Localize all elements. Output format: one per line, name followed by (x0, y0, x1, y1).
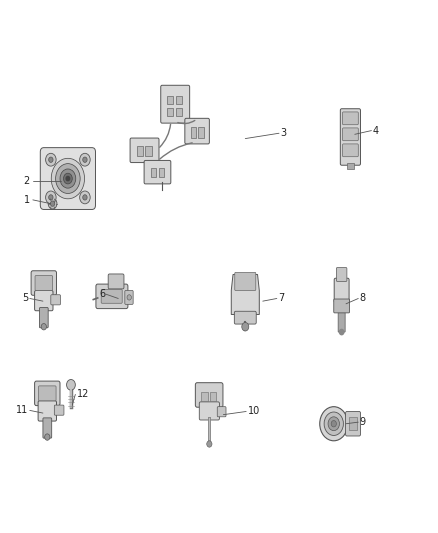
FancyBboxPatch shape (343, 144, 358, 157)
FancyBboxPatch shape (35, 276, 53, 290)
Bar (210, 392, 216, 401)
Circle shape (48, 198, 57, 209)
Bar (151, 168, 156, 177)
Text: 9: 9 (359, 417, 365, 427)
Text: 2: 2 (24, 176, 30, 186)
FancyBboxPatch shape (39, 308, 48, 328)
Circle shape (80, 191, 90, 204)
FancyBboxPatch shape (51, 295, 60, 305)
FancyBboxPatch shape (40, 148, 95, 209)
FancyBboxPatch shape (343, 128, 358, 141)
Bar (349, 417, 357, 430)
FancyBboxPatch shape (334, 278, 349, 303)
FancyBboxPatch shape (199, 402, 219, 420)
FancyBboxPatch shape (43, 418, 52, 438)
Bar (347, 163, 354, 169)
FancyBboxPatch shape (38, 401, 57, 421)
Circle shape (339, 329, 344, 335)
FancyBboxPatch shape (346, 411, 360, 436)
FancyBboxPatch shape (108, 274, 124, 289)
FancyBboxPatch shape (234, 311, 256, 324)
Circle shape (49, 157, 53, 163)
Circle shape (324, 412, 343, 435)
Polygon shape (231, 274, 259, 314)
Circle shape (80, 154, 90, 166)
Bar (201, 392, 208, 401)
FancyBboxPatch shape (125, 290, 133, 304)
FancyBboxPatch shape (195, 383, 223, 407)
Circle shape (66, 176, 70, 181)
Circle shape (56, 164, 80, 193)
Text: 6: 6 (99, 289, 105, 299)
FancyBboxPatch shape (334, 299, 350, 313)
Circle shape (45, 434, 50, 440)
Text: 12: 12 (77, 390, 89, 399)
FancyBboxPatch shape (35, 290, 53, 311)
Text: 4: 4 (372, 126, 378, 135)
Circle shape (64, 173, 72, 184)
Circle shape (60, 169, 76, 188)
FancyBboxPatch shape (185, 118, 209, 144)
Circle shape (46, 154, 56, 166)
Text: 7: 7 (278, 294, 284, 303)
Bar (137, 146, 143, 156)
FancyBboxPatch shape (338, 310, 345, 332)
Bar (167, 96, 173, 104)
FancyBboxPatch shape (54, 405, 64, 415)
Bar (176, 96, 182, 104)
Circle shape (331, 421, 336, 427)
Circle shape (242, 322, 249, 331)
Text: 10: 10 (247, 407, 260, 416)
FancyBboxPatch shape (340, 109, 360, 165)
Circle shape (67, 379, 75, 390)
FancyBboxPatch shape (343, 112, 358, 125)
FancyBboxPatch shape (235, 272, 256, 290)
Circle shape (83, 195, 87, 200)
FancyBboxPatch shape (96, 284, 128, 309)
FancyBboxPatch shape (130, 138, 159, 163)
FancyBboxPatch shape (144, 160, 171, 184)
Bar (191, 127, 196, 138)
Text: 3: 3 (280, 128, 286, 138)
Circle shape (51, 158, 85, 199)
Bar (167, 108, 173, 116)
Circle shape (328, 417, 339, 431)
Text: 1: 1 (24, 195, 30, 205)
FancyBboxPatch shape (31, 271, 57, 295)
Text: 11: 11 (16, 406, 28, 415)
Circle shape (50, 201, 55, 206)
FancyBboxPatch shape (336, 268, 347, 281)
FancyBboxPatch shape (217, 407, 226, 417)
Bar (176, 108, 182, 116)
FancyBboxPatch shape (101, 289, 122, 303)
Text: 5: 5 (22, 294, 28, 303)
Circle shape (127, 295, 131, 300)
Circle shape (46, 191, 56, 204)
Circle shape (320, 407, 348, 441)
Circle shape (49, 195, 53, 200)
Bar (159, 168, 164, 177)
FancyBboxPatch shape (39, 386, 56, 401)
FancyBboxPatch shape (35, 381, 60, 406)
Bar (145, 146, 152, 156)
Circle shape (41, 324, 46, 330)
Bar (198, 127, 204, 138)
Circle shape (207, 441, 212, 447)
FancyBboxPatch shape (161, 85, 190, 123)
Text: 8: 8 (359, 294, 365, 303)
Circle shape (83, 157, 87, 163)
